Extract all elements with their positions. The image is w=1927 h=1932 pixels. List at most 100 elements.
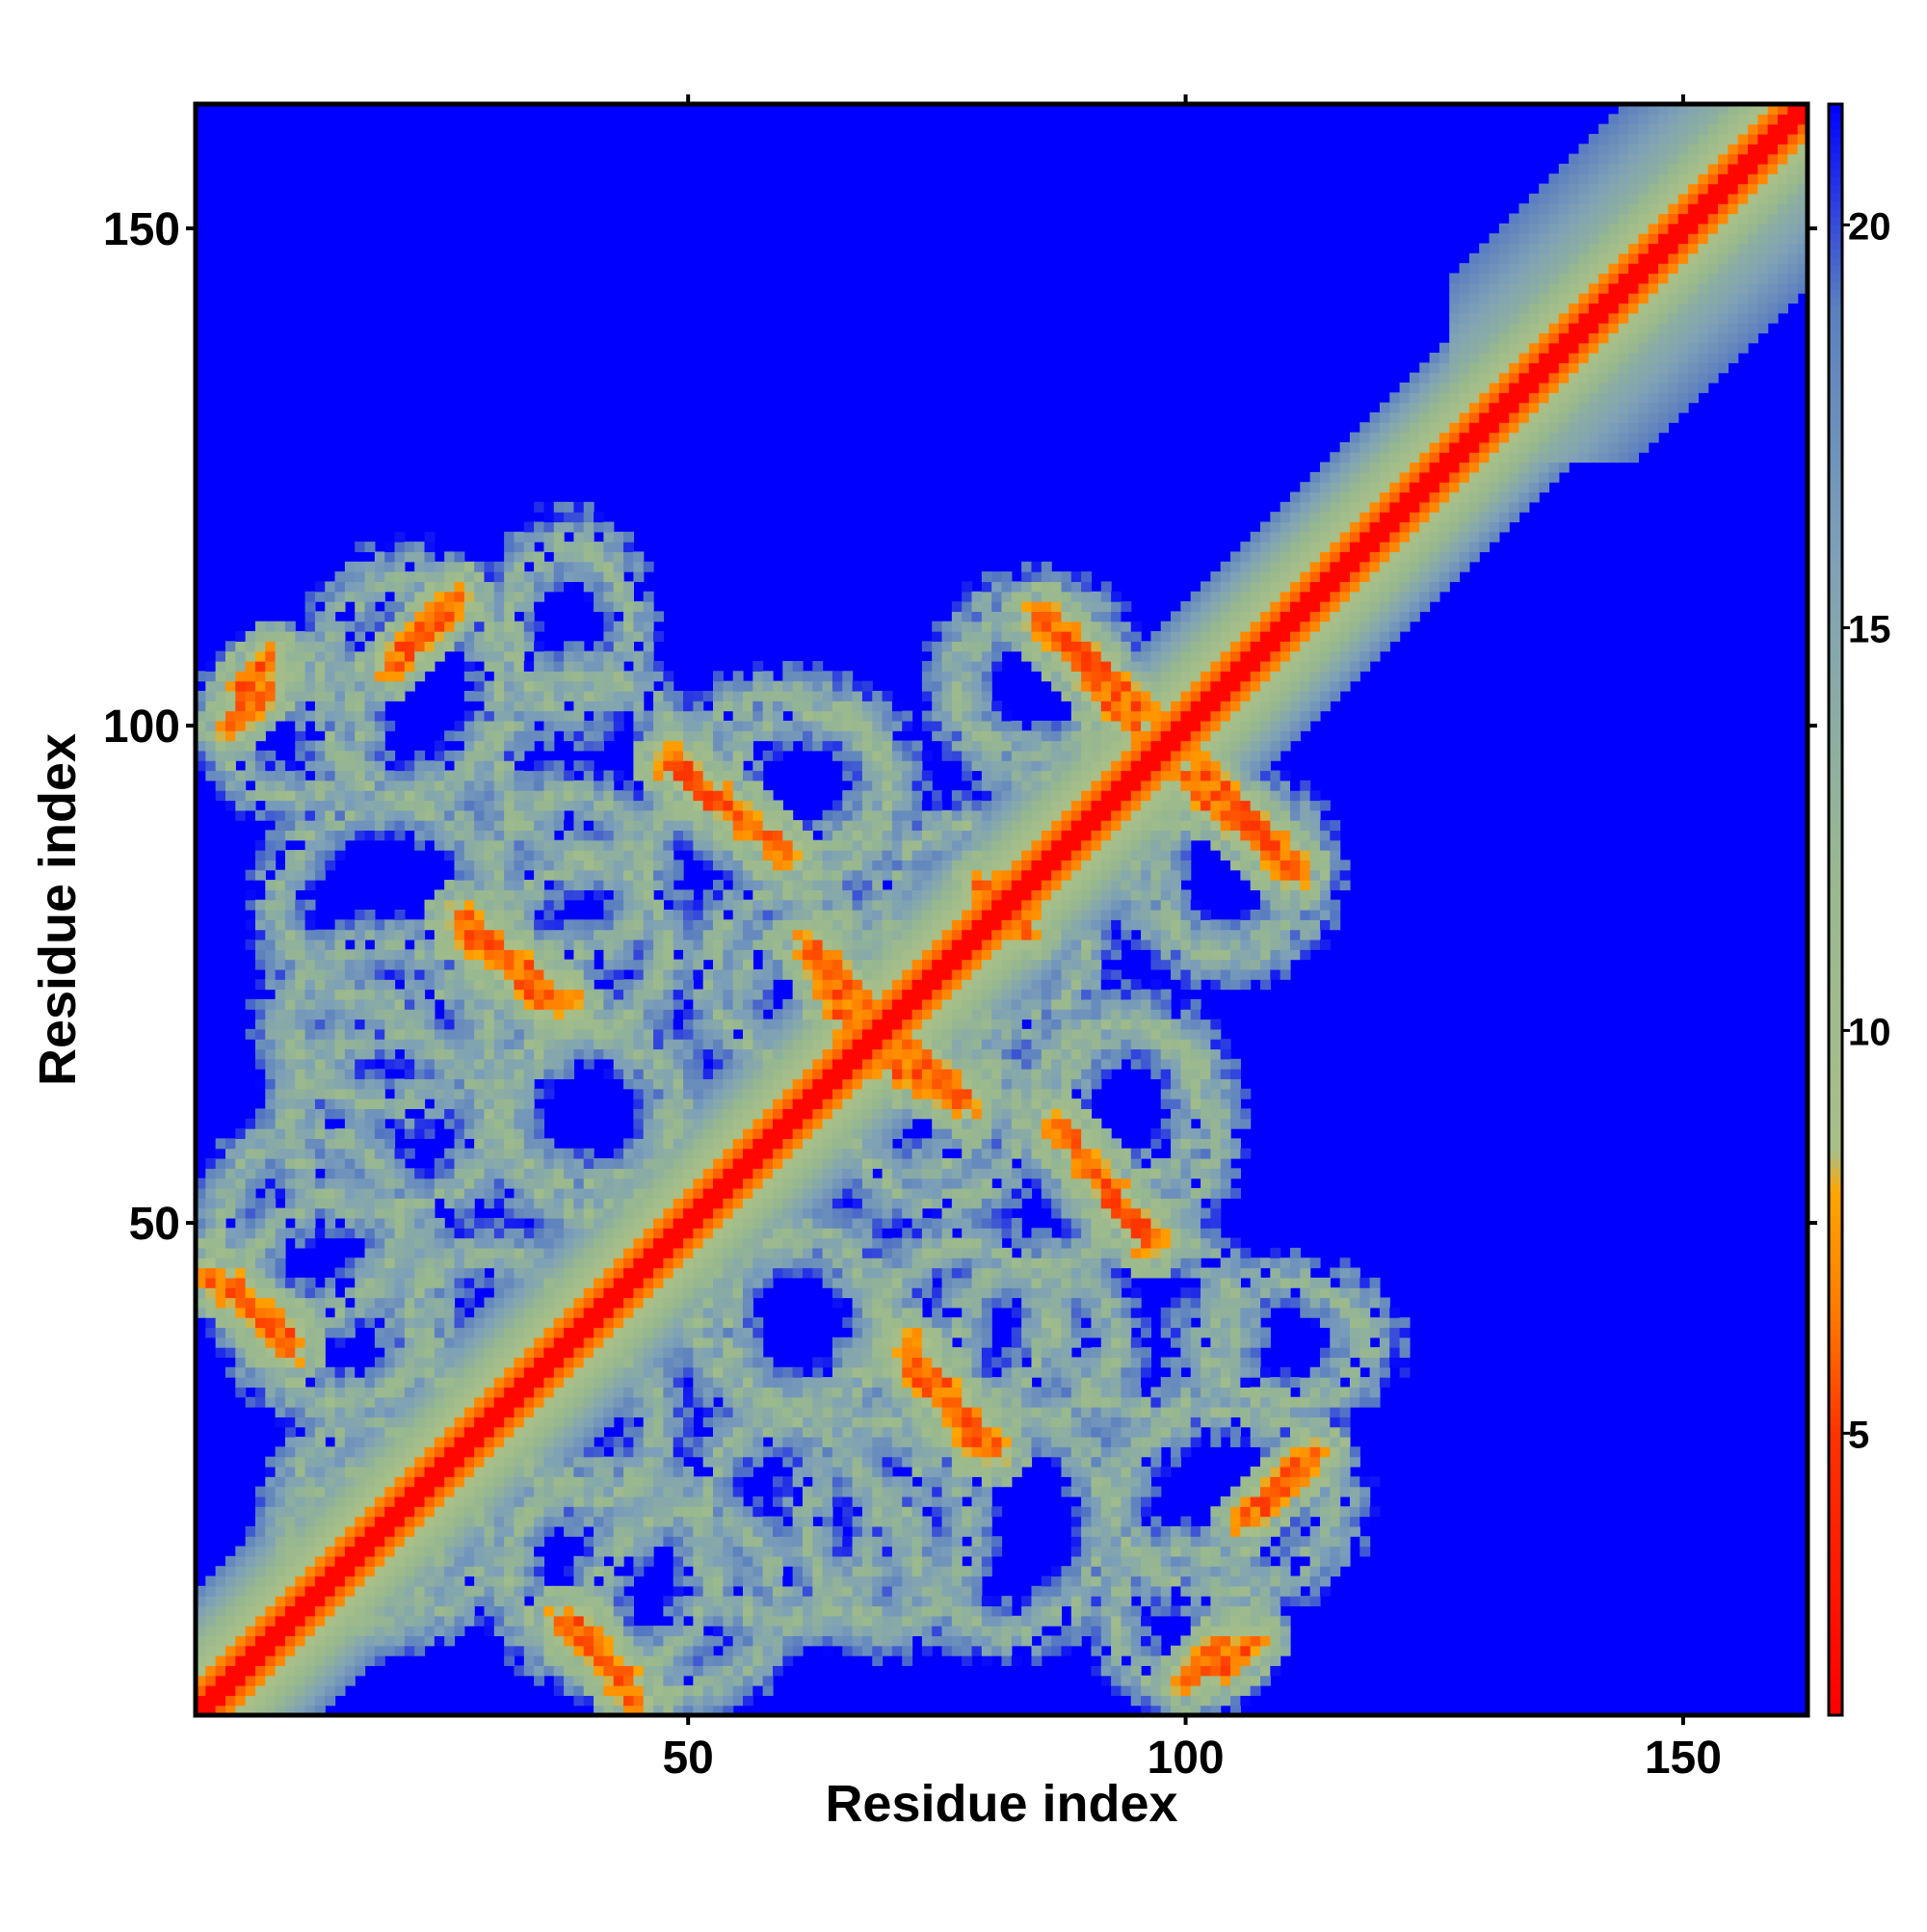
heatmap-cell bbox=[245, 1566, 256, 1577]
heatmap-cell bbox=[594, 1028, 605, 1040]
heatmap-cell bbox=[374, 750, 385, 761]
heatmap-cell bbox=[623, 680, 634, 692]
heatmap-cell bbox=[364, 1377, 376, 1389]
heatmap-cell bbox=[275, 1555, 286, 1567]
heatmap-cell bbox=[265, 1495, 277, 1507]
heatmap-cell bbox=[325, 1366, 336, 1378]
heatmap-cell bbox=[394, 1377, 406, 1389]
heatmap-cell bbox=[463, 1525, 475, 1537]
heatmap-cell bbox=[444, 1377, 456, 1389]
heatmap-cell bbox=[284, 1098, 296, 1110]
heatmap-cell bbox=[643, 880, 654, 890]
heatmap-cell bbox=[374, 998, 385, 1010]
heatmap-cell bbox=[254, 710, 266, 722]
heatmap-cell bbox=[564, 770, 575, 781]
heatmap-cell bbox=[334, 591, 346, 602]
heatmap-cell bbox=[543, 1069, 555, 1080]
heatmap-cell bbox=[603, 1327, 615, 1338]
heatmap-cell bbox=[314, 1665, 326, 1677]
heatmap-cell bbox=[564, 1039, 575, 1050]
heatmap-cell bbox=[613, 1495, 624, 1507]
heatmap-cell bbox=[265, 1247, 277, 1258]
heatmap-cell bbox=[364, 919, 376, 931]
heatmap-cell bbox=[463, 650, 475, 662]
heatmap-cell bbox=[553, 542, 565, 553]
heatmap-cell bbox=[265, 1058, 277, 1070]
heatmap-cell bbox=[523, 1377, 535, 1389]
heatmap-cell bbox=[643, 1525, 654, 1537]
heatmap-cell bbox=[224, 740, 236, 752]
heatmap-cell bbox=[543, 1615, 555, 1627]
heatmap-cell bbox=[673, 1138, 684, 1150]
heatmap-cell bbox=[474, 809, 486, 821]
heatmap-cell bbox=[583, 1297, 594, 1309]
heatmap-cell bbox=[374, 790, 385, 802]
heatmap-cell bbox=[245, 1327, 256, 1338]
heatmap-cell bbox=[633, 1128, 645, 1139]
heatmap-cell bbox=[434, 1069, 445, 1080]
heatmap-cell bbox=[235, 809, 247, 821]
heatmap-cell bbox=[314, 1039, 326, 1050]
heatmap-cell bbox=[275, 1675, 286, 1686]
heatmap-cell bbox=[325, 1635, 336, 1647]
heatmap-cell bbox=[384, 671, 396, 682]
heatmap-cell bbox=[564, 1247, 575, 1258]
heatmap-cell bbox=[573, 1207, 585, 1219]
heatmap-cell bbox=[304, 1555, 316, 1567]
heatmap-cell bbox=[663, 690, 674, 701]
heatmap-cell bbox=[394, 1645, 406, 1656]
heatmap-cell bbox=[693, 1655, 704, 1666]
heatmap-cell bbox=[275, 959, 286, 970]
heatmap-cell bbox=[304, 611, 316, 622]
heatmap-cell bbox=[424, 1009, 436, 1020]
heatmap-cell bbox=[553, 1228, 565, 1239]
heatmap-cell bbox=[434, 1277, 445, 1288]
heatmap-cell bbox=[245, 939, 256, 950]
heatmap-cell bbox=[553, 1277, 565, 1288]
heatmap-cell bbox=[673, 740, 684, 752]
heatmap-cell bbox=[325, 790, 336, 802]
heatmap-cell bbox=[633, 1058, 645, 1070]
heatmap-cell bbox=[613, 1575, 624, 1587]
heatmap-cell bbox=[673, 1347, 684, 1359]
heatmap-cell bbox=[564, 521, 575, 533]
heatmap-cell bbox=[224, 1685, 236, 1696]
heatmap-cell bbox=[673, 1168, 684, 1179]
heatmap-cell bbox=[673, 839, 684, 851]
heatmap-cell bbox=[583, 770, 594, 781]
heatmap-cell bbox=[355, 1019, 366, 1030]
heatmap-cell bbox=[564, 830, 575, 841]
heatmap-cell bbox=[265, 1078, 277, 1090]
heatmap-cell bbox=[693, 1058, 704, 1070]
heatmap-cell bbox=[325, 1327, 336, 1338]
heatmap-cell bbox=[434, 1555, 445, 1567]
heatmap-cell bbox=[673, 1088, 684, 1099]
heatmap-cell bbox=[653, 1039, 664, 1050]
heatmap-cell bbox=[205, 760, 217, 772]
heatmap-cell bbox=[484, 710, 495, 722]
heatmap-cell bbox=[434, 581, 445, 593]
heatmap-cell bbox=[444, 1247, 456, 1258]
heatmap-cell bbox=[434, 1486, 445, 1497]
heatmap-cell bbox=[295, 1536, 306, 1548]
heatmap-cell bbox=[594, 551, 605, 563]
heatmap-cell bbox=[474, 929, 486, 940]
heatmap-cell bbox=[355, 690, 366, 701]
heatmap-cell bbox=[693, 830, 704, 841]
heatmap-cell bbox=[463, 710, 475, 722]
heatmap-cell bbox=[693, 1695, 704, 1707]
heatmap-cell bbox=[534, 701, 545, 712]
heatmap-cell bbox=[344, 1028, 356, 1040]
heatmap-cell bbox=[564, 730, 575, 742]
heatmap-cell bbox=[275, 1536, 286, 1548]
heatmap-cell bbox=[404, 551, 415, 563]
heatmap-cell bbox=[254, 1486, 266, 1497]
heatmap-cell bbox=[414, 1178, 426, 1189]
heatmap-cell bbox=[284, 1019, 296, 1030]
heatmap-cell bbox=[245, 919, 256, 931]
heatmap-cell bbox=[314, 740, 326, 752]
heatmap-cell bbox=[224, 710, 236, 722]
heatmap-cell bbox=[224, 750, 236, 761]
heatmap-cell bbox=[284, 701, 296, 712]
heatmap-cell bbox=[304, 1287, 316, 1299]
